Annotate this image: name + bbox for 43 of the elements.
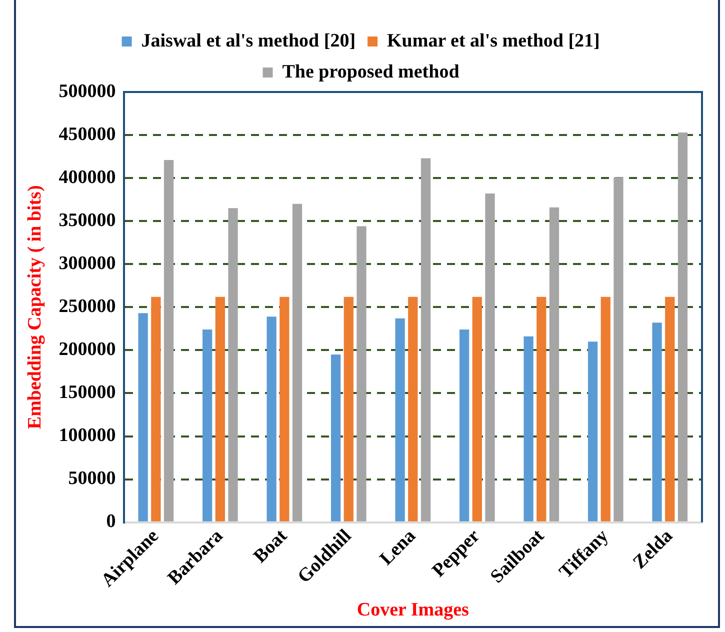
y-tick-label: 450000 — [58, 124, 116, 145]
bar — [138, 313, 148, 522]
bar — [549, 207, 560, 522]
y-tick-label: 150000 — [58, 382, 116, 404]
y-tick-label: 100000 — [58, 425, 116, 446]
bar — [164, 160, 174, 522]
bar — [614, 177, 624, 522]
y-tick-label: 250000 — [58, 296, 116, 318]
y-tick-label: 0 — [106, 511, 116, 532]
bar — [280, 296, 290, 522]
bar — [395, 318, 405, 522]
legend-label: Kumar et al's method [21] — [387, 30, 600, 52]
y-tick-label: 200000 — [58, 339, 116, 360]
bar — [228, 208, 238, 522]
bar — [536, 296, 546, 522]
bar — [524, 336, 534, 522]
bar — [330, 354, 341, 522]
legend-label: Jaiswal et al's method [20] — [141, 30, 356, 52]
bar — [678, 132, 688, 522]
bar — [472, 296, 482, 522]
bar — [292, 204, 302, 522]
y-tick-label: 300000 — [58, 253, 116, 274]
y-tick-label: 400000 — [58, 166, 116, 188]
bar — [600, 296, 610, 522]
y-tick-label: 50000 — [68, 468, 116, 490]
y-tick-label: 500000 — [58, 80, 116, 102]
bar — [202, 330, 212, 522]
bar — [459, 330, 470, 522]
bar — [408, 296, 418, 522]
y-axis-title: Embedding Capacity ( in bits) — [24, 185, 46, 430]
bar — [652, 322, 662, 522]
bar — [665, 296, 675, 522]
bar — [356, 226, 366, 522]
legend-label: The proposed method — [282, 61, 460, 82]
x-axis-title: Cover Images — [356, 600, 469, 621]
bar — [344, 296, 354, 522]
bar — [151, 296, 161, 522]
bar — [266, 316, 276, 522]
bar — [485, 194, 495, 522]
bar — [588, 342, 598, 522]
y-tick-label: 350000 — [58, 210, 116, 232]
bar — [215, 296, 225, 522]
bar — [420, 158, 431, 522]
